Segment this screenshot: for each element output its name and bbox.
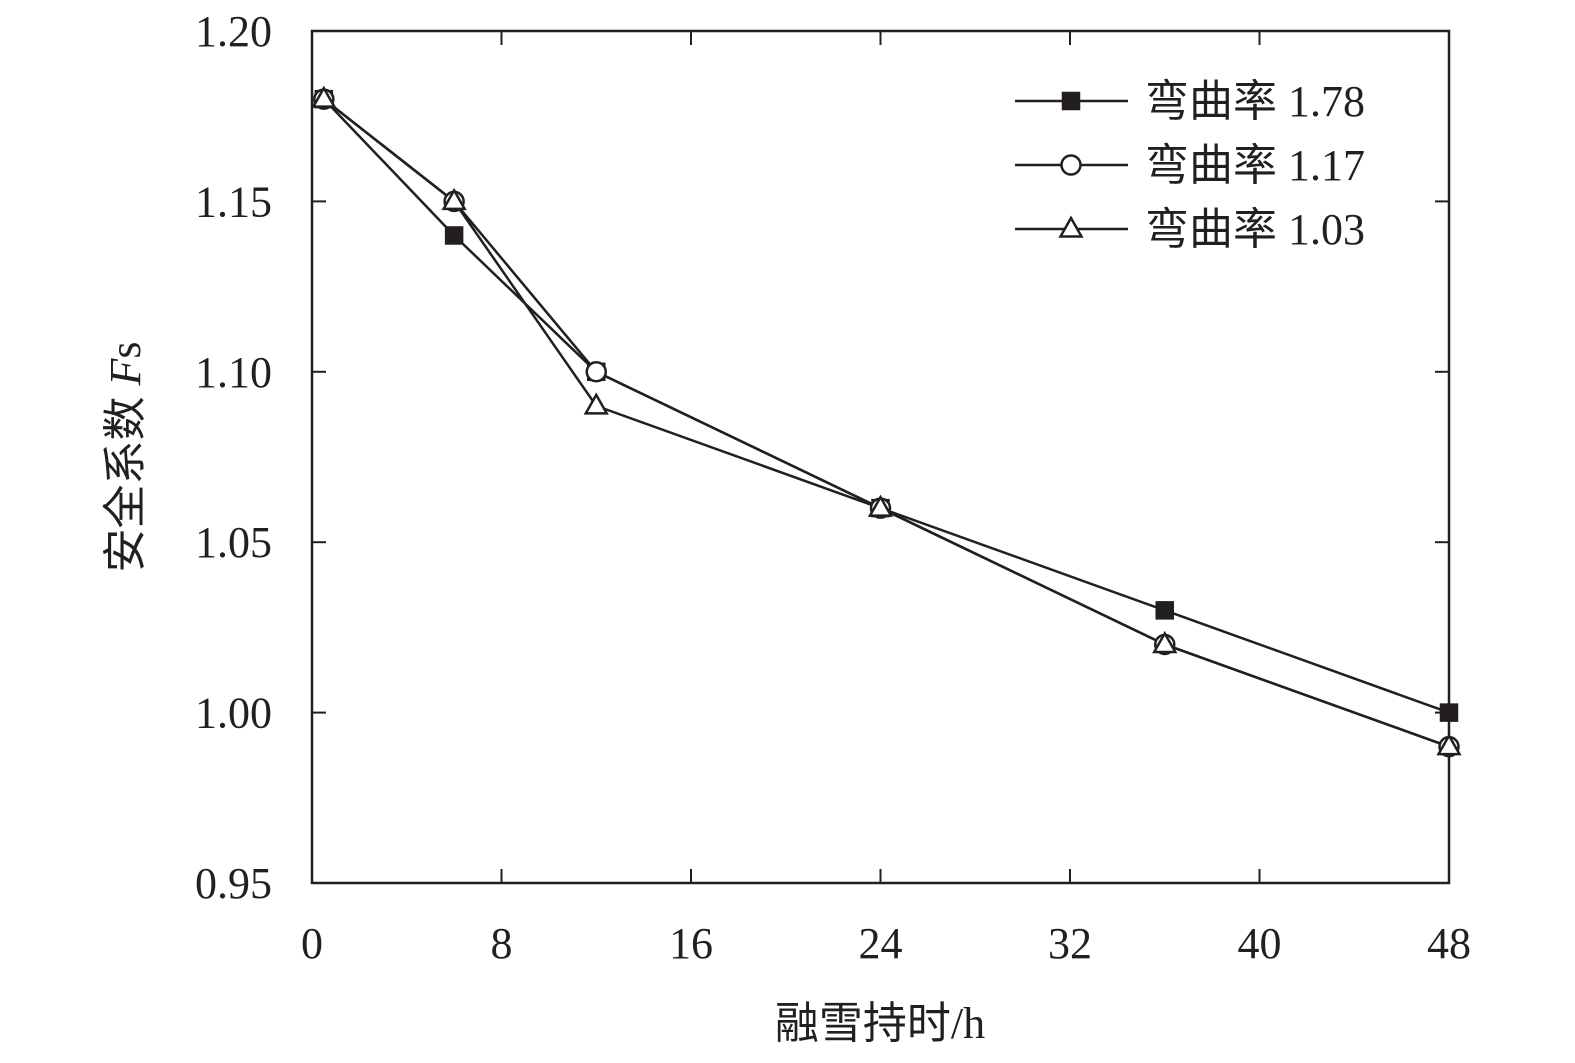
x-tick-label: 16 [669, 919, 713, 968]
x-tick-label: 40 [1238, 919, 1282, 968]
legend-marker [1061, 91, 1081, 111]
x-tick-label: 0 [301, 919, 323, 968]
y-tick-label: 1.00 [195, 689, 272, 738]
legend: 弯曲率 1.78 弯曲率 1.17 弯曲率 1.03 [1015, 77, 1365, 254]
series-line [322, 98, 1450, 714]
data-point [1436, 733, 1462, 756]
data-point [444, 226, 464, 245]
legend-label: 弯曲率 1.78 [1145, 77, 1365, 126]
data-point [1155, 601, 1174, 620]
x-tick-label: 8 [491, 919, 513, 968]
series-line [323, 98, 1450, 748]
axis-ticks: 0 8 16 24 32 40 48 0.95 1.00 1.05 1.10 1.15 1.20 [195, 7, 1471, 968]
legend-label: 弯曲率 1.17 [1145, 141, 1365, 190]
series-layer [311, 85, 1462, 758]
legend-label: 弯曲率 1.03 [1145, 205, 1365, 254]
y-tick-label: 1.10 [195, 348, 272, 397]
x-tick-label: 48 [1427, 919, 1471, 968]
series-3-markers [311, 85, 1462, 756]
y-axis-title-subscript: s [101, 341, 150, 358]
y-tick-label: 1.05 [195, 518, 272, 567]
legend-entry: 弯曲率 1.03 [1015, 205, 1365, 254]
y-axis-title-prefix: 安全系数 [101, 386, 150, 573]
legend-entry: 弯曲率 1.78 [1015, 77, 1365, 126]
series-2 [323, 98, 1450, 748]
legend-marker [1058, 215, 1084, 238]
y-axis-title-symbol: F [101, 358, 150, 387]
series-1 [322, 98, 1450, 714]
data-point [1152, 630, 1178, 654]
legend-entry: 弯曲率 1.17 [1015, 141, 1365, 190]
y-tick-label: 0.95 [195, 859, 272, 908]
series-line [323, 98, 1450, 748]
y-tick-label: 1.20 [195, 7, 272, 56]
series-3 [323, 98, 1450, 748]
legend-marker [1060, 154, 1082, 176]
data-point [583, 392, 609, 415]
data-point [585, 361, 607, 383]
x-axis-title: 融雪持时/h [775, 999, 985, 1048]
y-axis-title: 安全系数 Fs [101, 341, 150, 572]
data-point [867, 494, 894, 517]
x-tick-label: 24 [859, 919, 903, 968]
y-tick-label: 1.15 [195, 177, 272, 226]
data-point [441, 187, 467, 211]
data-point [311, 85, 337, 108]
x-tick-label: 32 [1048, 919, 1092, 968]
